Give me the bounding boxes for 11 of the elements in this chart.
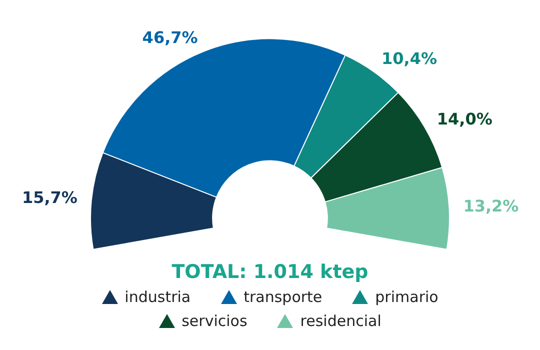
legend-label: industria xyxy=(124,288,191,306)
legend-label: servicios xyxy=(182,312,248,330)
data-label: 13,2% xyxy=(463,196,519,216)
legend-label: primario xyxy=(375,288,438,306)
legend-label: transporte xyxy=(244,288,322,306)
text: TOTAL: 1.014 ktep xyxy=(170,260,370,284)
data-label: 14,0% xyxy=(436,109,492,128)
data-label: 10,4% xyxy=(382,49,438,68)
data-label: 46,7% xyxy=(142,28,198,47)
legend-label: residencial xyxy=(300,312,382,330)
data-label: 15,7% xyxy=(22,188,78,208)
